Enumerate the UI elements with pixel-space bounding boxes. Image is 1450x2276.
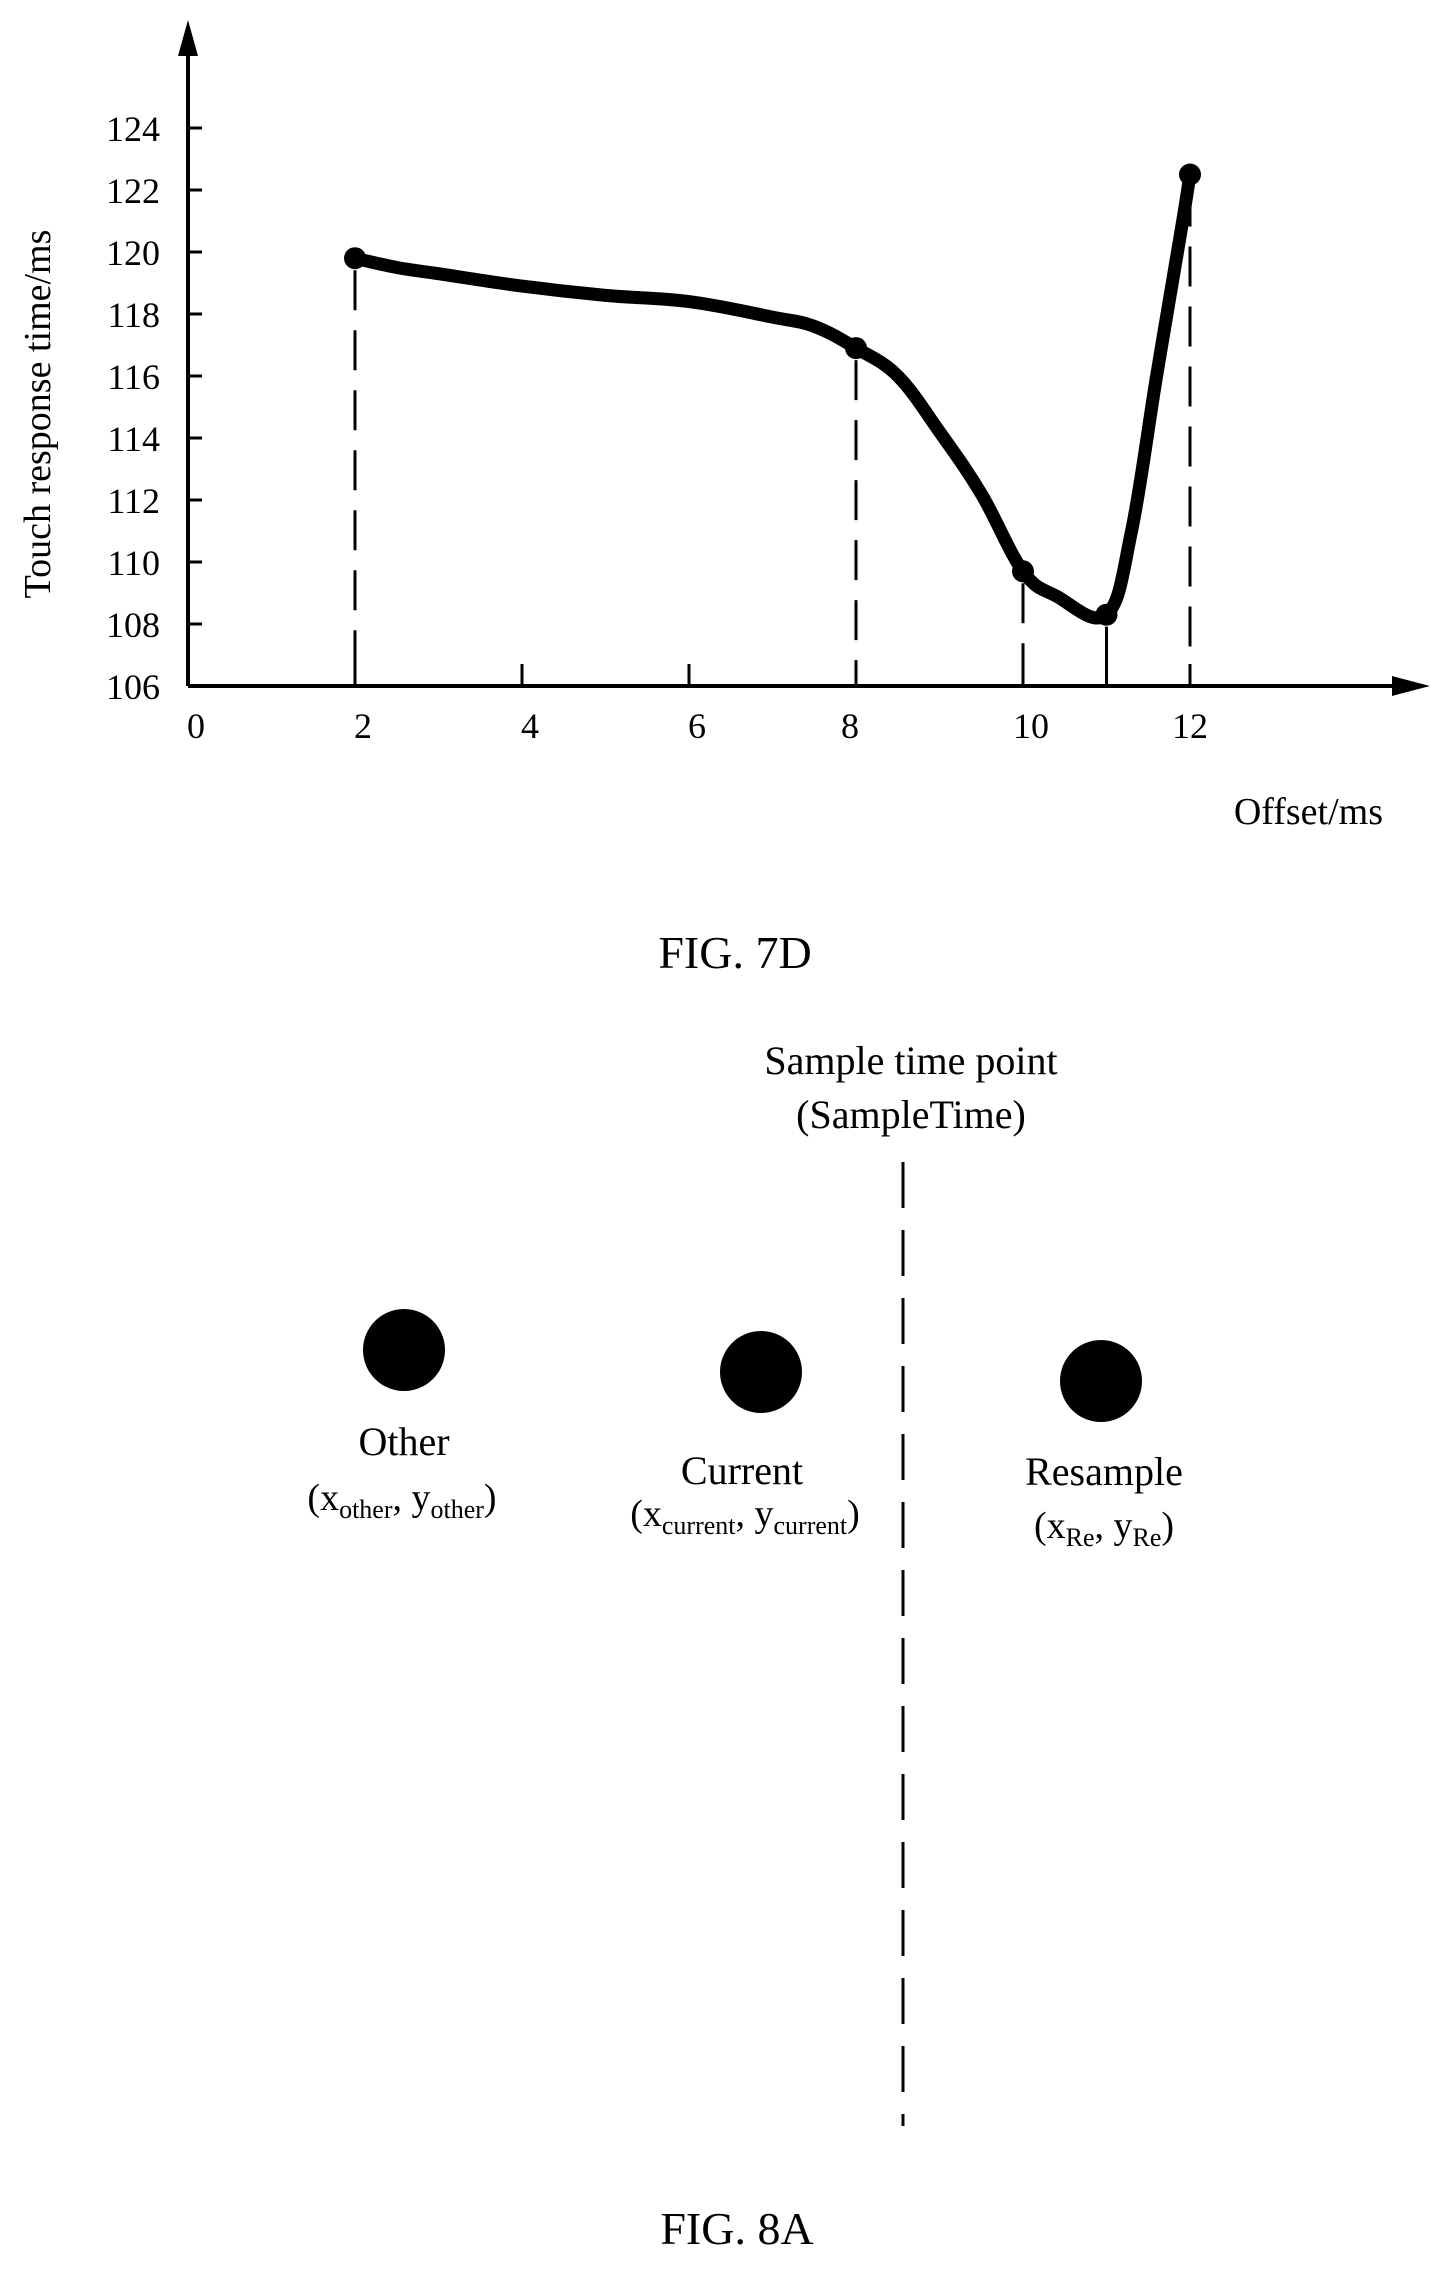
x-tick-label: 2 [354,706,372,746]
figure-caption-8a: FIG. 8A [660,2203,813,2254]
x-tick-label: 10 [1013,706,1049,746]
current-point-marker [720,1331,802,1413]
y-axis-arrow [178,20,198,56]
y-tick-label: 116 [107,357,160,397]
x-tick-label: 6 [688,706,706,746]
y-tick-label: 110 [107,543,160,583]
x-tick-label: 0 [187,706,205,746]
current-point-coords: (xcurrent, ycurrent) [630,1493,860,1540]
y-axis-label: Touch response time/ms [17,230,59,599]
x-axis-arrow [1392,676,1430,696]
other-point-marker [363,1309,445,1391]
x-tick-label: 12 [1172,706,1208,746]
sample-time-label: Sample time point [764,1038,1057,1083]
resample-point-coords: (xRe, yRe) [1034,1505,1174,1552]
data-point [1179,163,1201,186]
y-tick-label: 120 [106,233,160,273]
y-tick-label: 112 [107,481,160,521]
other-point-label: Other [358,1419,449,1464]
y-tick-label: 114 [107,419,160,459]
figure-caption-7d: FIG. 7D [658,927,811,978]
resample-diagram: Sample time point (SampleTime) Other (xo… [307,1038,1182,2254]
data-point [845,337,867,360]
data-point [1012,560,1034,583]
y-tick-label: 108 [106,605,160,645]
x-tick-label: 8 [841,706,859,746]
series-line [348,168,1197,625]
touch-response-chart: 106 108 110 112 114 116 118 120 122 124 0 2 4 6 8 10 12… [17,20,1430,978]
resample-point-marker [1060,1340,1142,1422]
y-tick-label: 122 [106,171,160,211]
resample-point-label: Resample [1025,1449,1183,1494]
x-tick-label: 4 [521,706,539,746]
sample-time-label-code: (SampleTime) [796,1092,1026,1137]
current-point-label: Current [681,1448,803,1493]
x-axis-label: Offset/ms [1234,791,1383,833]
data-point [1095,603,1118,626]
y-tick-label: 106 [106,667,160,707]
other-point-coords: (xother, yother) [307,1477,496,1524]
data-point [344,247,366,270]
y-tick-label: 124 [106,109,160,149]
y-tick-label: 118 [107,295,160,335]
